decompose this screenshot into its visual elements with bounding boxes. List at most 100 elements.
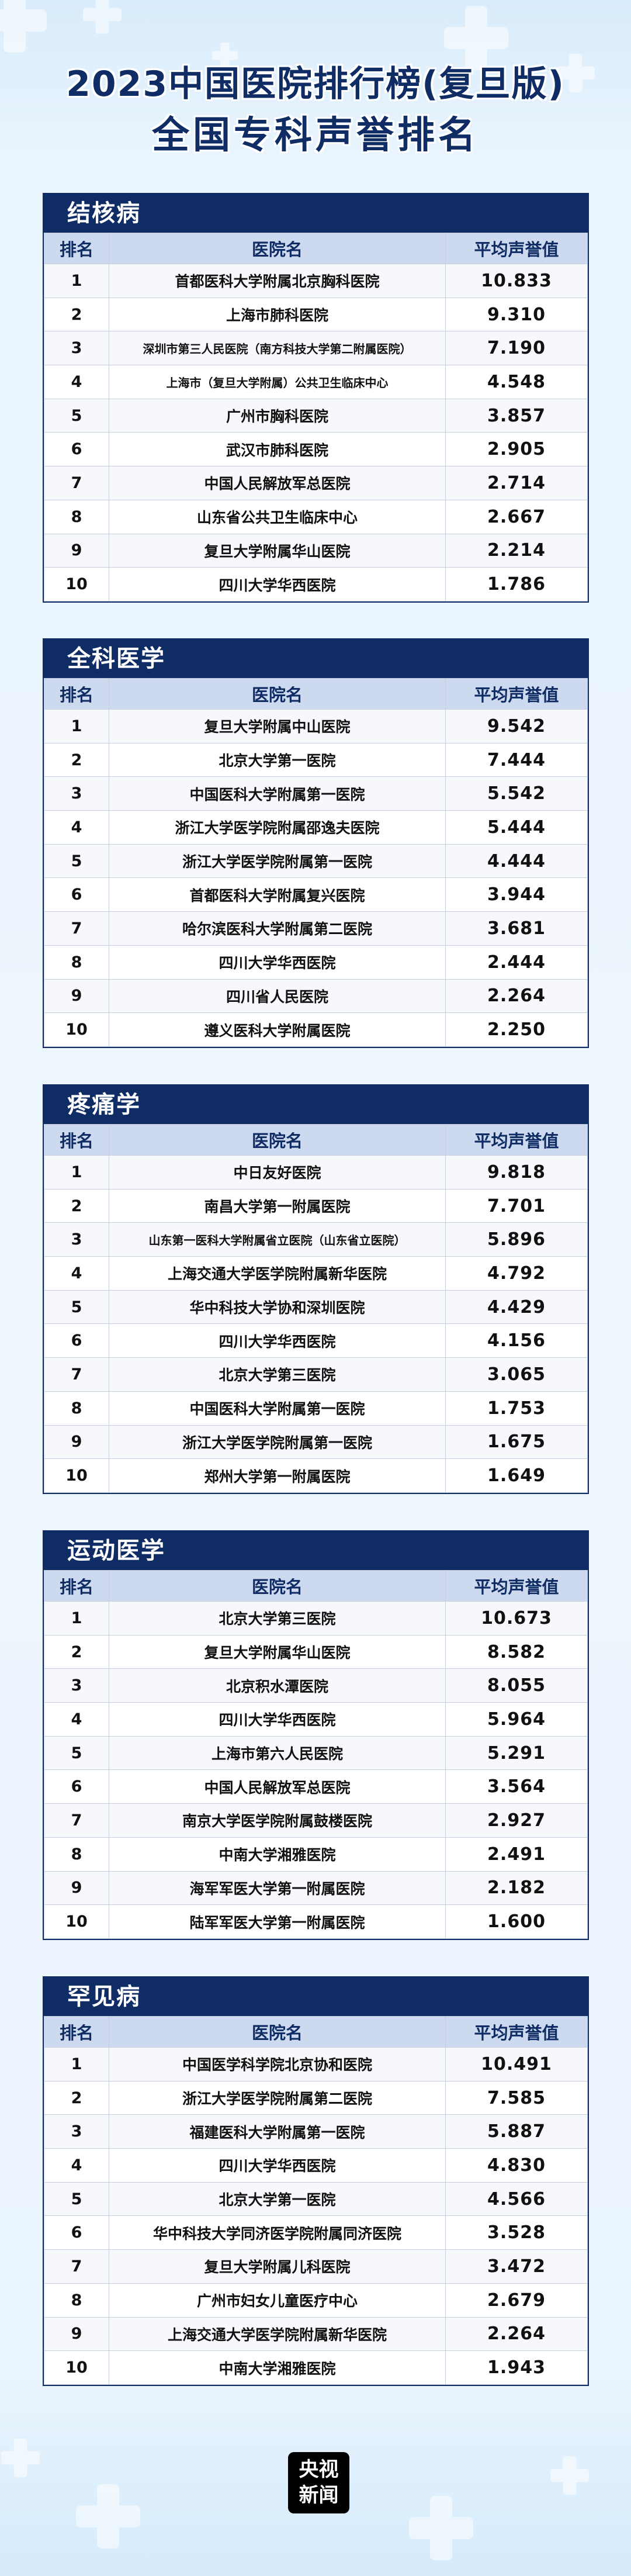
- table-row: 4 上海交通大学医学院附属新华医院 4.792: [44, 1256, 588, 1291]
- column-header-score: 平均声誉值: [445, 678, 588, 710]
- score-cell: 3.528: [445, 2215, 588, 2250]
- score-cell: 3.857: [445, 398, 588, 433]
- rank-cell: 7: [44, 1357, 109, 1392]
- table-row: 10 陆军军医大学第一附属医院 1.600: [44, 1904, 588, 1939]
- score-cell: 7.444: [445, 742, 588, 777]
- rank-cell: 3: [44, 1222, 109, 1257]
- column-header-score: 平均声誉值: [445, 1570, 588, 1602]
- table-row: 7 北京大学第三医院 3.065: [44, 1357, 588, 1392]
- rank-cell: 6: [44, 1769, 109, 1804]
- hospital-cell: 北京大学第三医院: [109, 1601, 446, 1635]
- table-row: 5 华中科技大学协和深圳医院 4.429: [44, 1289, 588, 1325]
- hospital-cell: 首都医科大学附属复兴医院: [109, 877, 446, 912]
- table-header-row: 排名 医院名 平均声誉值: [44, 2016, 588, 2048]
- table-row: 3 深圳市第三人民医院（南方科技大学第二附属医院） 7.190: [44, 331, 588, 366]
- hospital-cell: 福建医科大学附属第一医院: [109, 2114, 446, 2149]
- hospital-cell: 四川大学华西医院: [109, 945, 446, 980]
- rank-cell: 5: [44, 398, 109, 433]
- score-cell: 8.055: [445, 1668, 588, 1703]
- column-header-hospital: 医院名: [109, 1124, 446, 1156]
- rank-cell: 8: [44, 1391, 109, 1426]
- score-cell: 1.943: [445, 2350, 588, 2385]
- page-header: 2023中国医院排行榜(复旦版) 全国专科声誉排名: [0, 0, 631, 181]
- score-cell: 7.585: [445, 2080, 588, 2115]
- table-row: 4 四川大学华西医院 4.830: [44, 2148, 588, 2183]
- rank-cell: 4: [44, 2148, 109, 2183]
- hospital-cell: 复旦大学附属华山医院: [109, 533, 446, 568]
- ranking-section: 结核病 排名 医院名 平均声誉值 1 首都医科大学附属北京胸科医院 10.833 2 上海市肺科…: [43, 193, 589, 603]
- hospital-cell: 四川大学华西医院: [109, 1702, 446, 1737]
- section-title: 结核病: [44, 194, 588, 233]
- column-header-rank: 排名: [44, 2016, 109, 2048]
- rank-cell: 6: [44, 877, 109, 912]
- page-title: 2023中国医院排行榜(复旦版): [66, 64, 565, 105]
- score-cell: 4.830: [445, 2148, 588, 2183]
- score-cell: 3.681: [445, 911, 588, 946]
- score-cell: 2.667: [445, 499, 588, 534]
- score-cell: 2.714: [445, 466, 588, 500]
- hospital-cell: 浙江大学医学院附属第一医院: [109, 1424, 446, 1460]
- score-cell: 9.818: [445, 1155, 588, 1190]
- table-row: 8 中南大学湘雅医院 2.491: [44, 1837, 588, 1872]
- hospital-cell: 郑州大学第一附属医院: [109, 1458, 446, 1493]
- table-row: 1 中国医学科学院北京协和医院 10.491: [44, 2047, 588, 2081]
- hospital-cell: 首都医科大学附属北京胸科医院: [109, 264, 446, 298]
- table-row: 8 山东省公共卫生临床中心 2.667: [44, 499, 588, 534]
- hospital-cell: 浙江大学医学院附属第二医院: [109, 2080, 446, 2115]
- page-subtitle: 全国专科声誉排名: [152, 114, 479, 157]
- score-cell: 1.649: [445, 1458, 588, 1493]
- column-header-score: 平均声誉值: [445, 1124, 588, 1156]
- table-row: 2 复旦大学附属华山医院 8.582: [44, 1634, 588, 1669]
- table-row: 9 四川省人民医院 2.264: [44, 978, 588, 1014]
- table-row: 1 首都医科大学附属北京胸科医院 10.833: [44, 264, 588, 298]
- column-header-score: 平均声誉值: [445, 2016, 588, 2048]
- rank-cell: 10: [44, 1458, 109, 1493]
- rank-cell: 7: [44, 1803, 109, 1838]
- table-row: 7 中国人民解放军总医院 2.714: [44, 466, 588, 500]
- cctv-news-logo: 央视 新闻: [288, 2452, 349, 2513]
- hospital-cell: 南昌大学第一附属医院: [109, 1188, 446, 1223]
- score-cell: 4.156: [445, 1323, 588, 1358]
- score-cell: 9.542: [445, 709, 588, 744]
- table-row: 4 上海市（复旦大学附属）公共卫生临床中心 4.548: [44, 365, 588, 399]
- table-row: 2 浙江大学医学院附属第二医院 7.585: [44, 2080, 588, 2115]
- cross-decoration-icon: [556, 54, 595, 92]
- column-header-rank: 排名: [44, 233, 109, 264]
- rank-cell: 1: [44, 2047, 109, 2081]
- cross-decoration-icon: [1, 2439, 40, 2477]
- hospital-cell: 北京大学第一医院: [109, 2181, 446, 2217]
- table-row: 6 华中科技大学同济医学院附属同济医院 3.528: [44, 2215, 588, 2250]
- hospital-cell: 海军军医大学第一附属医院: [109, 1870, 446, 1906]
- rank-cell: 5: [44, 2181, 109, 2217]
- ranking-table: 排名 医院名 平均声誉值 1 首都医科大学附属北京胸科医院 10.833 2 上海市肺科医院 9…: [44, 233, 588, 601]
- hospital-cell: 华中科技大学同济医学院附属同济医院: [109, 2215, 446, 2250]
- hospital-cell: 华中科技大学协和深圳医院: [109, 1289, 446, 1325]
- rank-cell: 4: [44, 365, 109, 399]
- table-row: 10 郑州大学第一附属医院 1.649: [44, 1458, 588, 1493]
- table-row: 3 福建医科大学附属第一医院 5.887: [44, 2114, 588, 2149]
- cross-decoration-icon: [550, 2456, 589, 2495]
- table-row: 3 山东第一医科大学附属省立医院（山东省立医院） 5.896: [44, 1222, 588, 1257]
- score-cell: 3.944: [445, 877, 588, 912]
- score-cell: 2.491: [445, 1837, 588, 1872]
- rank-cell: 4: [44, 810, 109, 845]
- score-cell: 2.905: [445, 432, 588, 467]
- table-header-row: 排名 医院名 平均声誉值: [44, 1570, 588, 1602]
- rank-cell: 5: [44, 843, 109, 879]
- score-cell: 9.310: [445, 297, 588, 332]
- table-row: 7 复旦大学附属儿科医院 3.472: [44, 2249, 588, 2284]
- hospital-cell: 深圳市第三人民医院（南方科技大学第二附属医院）: [109, 331, 446, 366]
- cross-decoration-icon: [212, 43, 238, 68]
- rank-cell: 7: [44, 466, 109, 500]
- rank-cell: 10: [44, 1904, 109, 1939]
- table-row: 9 海军军医大学第一附属医院 2.182: [44, 1870, 588, 1906]
- table-row: 9 浙江大学医学院附属第一医院 1.675: [44, 1424, 588, 1460]
- hospital-cell: 上海交通大学医学院附属新华医院: [109, 1256, 446, 1291]
- hospital-cell: 四川大学华西医院: [109, 1323, 446, 1358]
- score-cell: 4.566: [445, 2181, 588, 2217]
- score-cell: 5.542: [445, 776, 588, 811]
- score-cell: 1.675: [445, 1424, 588, 1460]
- table-row: 6 四川大学华西医院 4.156: [44, 1323, 588, 1358]
- section-title: 疼痛学: [44, 1085, 588, 1124]
- rank-cell: 9: [44, 533, 109, 568]
